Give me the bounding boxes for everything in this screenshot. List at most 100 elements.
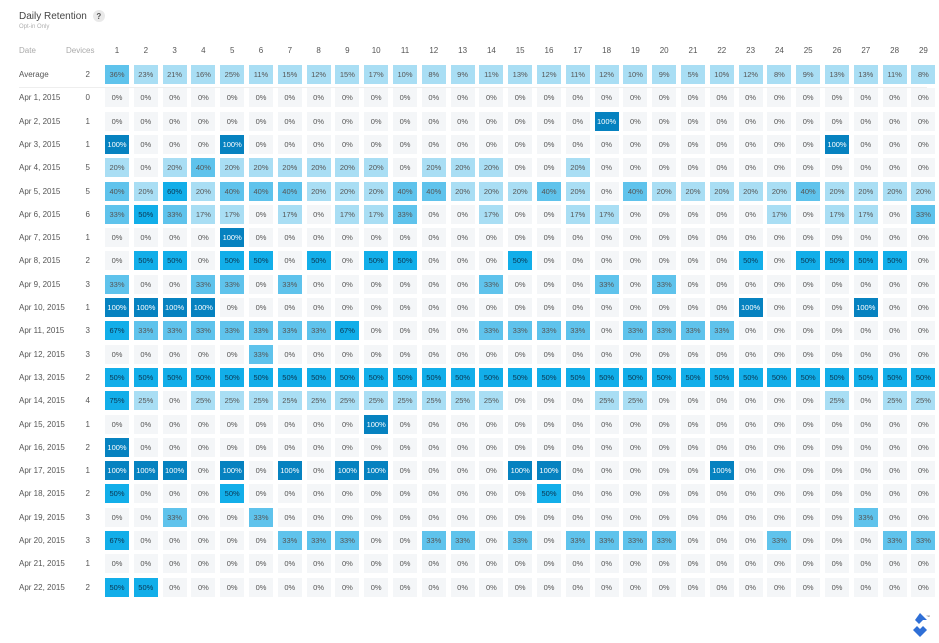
heatmap-cell[interactable]: 50% [421, 367, 446, 387]
heatmap-cell[interactable]: 20% [364, 181, 389, 201]
heatmap-cell[interactable]: 0% [709, 344, 734, 364]
heatmap-cell[interactable]: 0% [450, 228, 475, 248]
heatmap-cell[interactable]: 33% [306, 321, 331, 341]
heatmap-cell[interactable]: 40% [191, 158, 216, 178]
heatmap-cell[interactable]: 0% [191, 507, 216, 527]
heatmap-cell[interactable]: 33% [191, 321, 216, 341]
heatmap-cell[interactable]: 0% [882, 111, 907, 131]
heatmap-cell[interactable]: 0% [133, 88, 158, 108]
heatmap-cell[interactable]: 0% [565, 437, 590, 457]
heatmap-cell[interactable]: 0% [652, 204, 677, 224]
heatmap-cell[interactable]: 0% [652, 134, 677, 154]
heatmap-cell[interactable]: 0% [105, 507, 129, 527]
heatmap-cell[interactable]: 0% [479, 414, 504, 434]
heatmap-cell[interactable]: 0% [133, 111, 158, 131]
heatmap-cell[interactable]: 8% [767, 65, 792, 84]
heatmap-cell[interactable]: 0% [537, 577, 561, 597]
heatmap-cell[interactable]: 0% [105, 228, 129, 248]
heatmap-cell[interactable]: 0% [277, 134, 302, 154]
heatmap-cell[interactable]: 8% [911, 65, 936, 84]
heatmap-cell[interactable]: 0% [479, 251, 504, 271]
heatmap-cell[interactable]: 0% [796, 111, 821, 131]
heatmap-cell[interactable]: 0% [796, 391, 821, 411]
heatmap-cell[interactable]: 0% [133, 134, 158, 154]
heatmap-cell[interactable]: 0% [364, 554, 389, 574]
heatmap-cell[interactable]: 0% [767, 461, 792, 481]
heatmap-cell[interactable]: 0% [681, 134, 705, 154]
heatmap-cell[interactable]: 0% [738, 134, 763, 154]
heatmap-cell[interactable]: 50% [911, 367, 936, 387]
heatmap-cell[interactable]: 0% [594, 321, 619, 341]
heatmap-cell[interactable]: 100% [220, 461, 245, 481]
heatmap-cell[interactable]: 0% [306, 111, 331, 131]
heatmap-cell[interactable]: 100% [709, 461, 734, 481]
heatmap-cell[interactable]: 12% [738, 65, 763, 84]
heatmap-cell[interactable]: 0% [191, 344, 216, 364]
heatmap-cell[interactable]: 0% [652, 507, 677, 527]
heatmap-cell[interactable]: 0% [479, 134, 504, 154]
heatmap-cell[interactable]: 0% [594, 251, 619, 271]
heatmap-cell[interactable]: 50% [537, 484, 561, 504]
heatmap-cell[interactable]: 20% [652, 181, 677, 201]
heatmap-cell[interactable]: 0% [825, 437, 849, 457]
heatmap-cell[interactable]: 0% [738, 88, 763, 108]
heatmap-cell[interactable]: 0% [681, 251, 705, 271]
heatmap-cell[interactable]: 33% [623, 321, 648, 341]
heatmap-cell[interactable]: 0% [105, 554, 129, 574]
heatmap-cell[interactable]: 0% [537, 531, 561, 550]
heatmap-cell[interactable]: 20% [421, 158, 446, 178]
heatmap-cell[interactable]: 0% [162, 344, 187, 364]
heatmap-cell[interactable]: 33% [882, 531, 907, 550]
heatmap-cell[interactable]: 0% [421, 461, 446, 481]
heatmap-cell[interactable]: 0% [393, 158, 417, 178]
heatmap-cell[interactable]: 0% [393, 484, 417, 504]
heatmap-cell[interactable]: 17% [594, 204, 619, 224]
heatmap-cell[interactable]: 20% [681, 181, 705, 201]
heatmap-cell[interactable]: 0% [220, 344, 245, 364]
heatmap-cell[interactable]: 0% [450, 88, 475, 108]
heatmap-cell[interactable]: 50% [709, 367, 734, 387]
heatmap-cell[interactable]: 0% [594, 158, 619, 178]
heatmap-cell[interactable]: 17% [364, 65, 389, 84]
heatmap-cell[interactable]: 20% [767, 181, 792, 201]
heatmap-cell[interactable]: 11% [479, 65, 504, 84]
heatmap-cell[interactable]: 0% [191, 88, 216, 108]
heatmap-cell[interactable]: 0% [681, 344, 705, 364]
heatmap-cell[interactable]: 33% [277, 274, 302, 294]
heatmap-cell[interactable]: 0% [709, 134, 734, 154]
heatmap-cell[interactable]: 0% [853, 577, 878, 597]
heatmap-cell[interactable]: 33% [105, 274, 129, 294]
heatmap-cell[interactable]: 0% [652, 88, 677, 108]
heatmap-cell[interactable]: 0% [220, 531, 245, 550]
heatmap-cell[interactable]: 0% [652, 298, 677, 317]
heatmap-cell[interactable]: 17% [220, 204, 245, 224]
heatmap-cell[interactable]: 0% [565, 251, 590, 271]
heatmap-cell[interactable]: 50% [105, 484, 129, 504]
heatmap-cell[interactable]: 100% [105, 437, 129, 457]
heatmap-cell[interactable]: 50% [853, 367, 878, 387]
heatmap-cell[interactable]: 50% [364, 251, 389, 271]
heatmap-cell[interactable]: 33% [249, 321, 273, 341]
heatmap-cell[interactable]: 0% [767, 391, 792, 411]
heatmap-cell[interactable]: 0% [825, 158, 849, 178]
heatmap-cell[interactable]: 0% [623, 158, 648, 178]
heatmap-cell[interactable]: 0% [796, 554, 821, 574]
heatmap-cell[interactable]: 100% [738, 298, 763, 317]
heatmap-cell[interactable]: 20% [105, 158, 129, 178]
heatmap-cell[interactable]: 0% [220, 298, 245, 317]
heatmap-cell[interactable]: 0% [709, 274, 734, 294]
heatmap-cell[interactable]: 0% [681, 111, 705, 131]
heatmap-cell[interactable]: 0% [277, 554, 302, 574]
heatmap-cell[interactable]: 0% [335, 507, 360, 527]
heatmap-cell[interactable]: 0% [306, 298, 331, 317]
heatmap-cell[interactable]: 33% [537, 321, 561, 341]
heatmap-cell[interactable]: 0% [681, 577, 705, 597]
heatmap-cell[interactable]: 0% [335, 251, 360, 271]
heatmap-cell[interactable]: 0% [594, 88, 619, 108]
heatmap-cell[interactable]: 0% [796, 298, 821, 317]
heatmap-cell[interactable]: 0% [508, 437, 533, 457]
heatmap-cell[interactable]: 33% [479, 274, 504, 294]
heatmap-cell[interactable]: 0% [825, 344, 849, 364]
heatmap-cell[interactable]: 0% [364, 437, 389, 457]
heatmap-cell[interactable]: 20% [335, 181, 360, 201]
